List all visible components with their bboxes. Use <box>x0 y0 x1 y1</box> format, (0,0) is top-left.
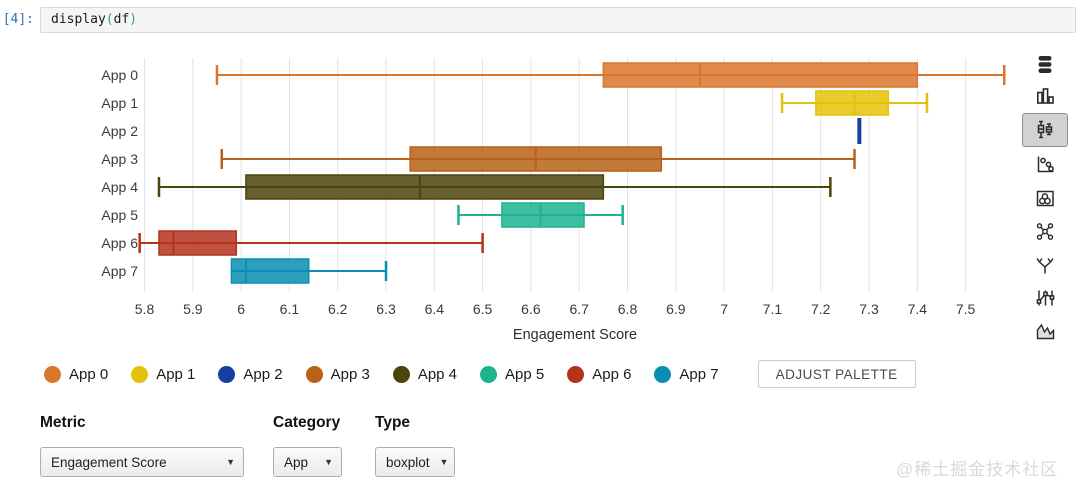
boxplot-app-6[interactable] <box>138 230 484 256</box>
legend-item-label: App 5 <box>505 365 545 383</box>
x-tick-label: 7.3 <box>859 301 879 317</box>
boxplot-app-5[interactable] <box>457 202 624 228</box>
legend-color-dot <box>218 365 236 383</box>
type-selected-value: boxplot <box>386 454 430 470</box>
x-tick-label: 5.9 <box>183 301 203 317</box>
x-tick-label: 6.7 <box>569 301 589 317</box>
line-chart-icon[interactable] <box>1022 314 1068 348</box>
legend-color-dot <box>567 365 585 383</box>
code-paren-close: ) <box>129 12 138 27</box>
legend-item-label: App 3 <box>330 365 370 383</box>
y-category-label: App 6 <box>101 235 138 251</box>
legend-item-app-3: App 3 <box>305 365 370 383</box>
metric-selected-value: Engagement Score <box>51 454 167 470</box>
boxplot-app-7[interactable] <box>230 258 388 284</box>
legend-item-app-2: App 2 <box>218 365 283 383</box>
legend-item-app-0: App 0 <box>44 365 109 383</box>
category-label: Category <box>273 414 341 431</box>
code-function: display <box>51 12 106 27</box>
legend-color-dot <box>480 365 498 383</box>
boxplot-app-2[interactable] <box>857 118 862 144</box>
code-argument: df <box>113 12 130 27</box>
notebook-cell: [4]: display(df) <box>0 7 1076 33</box>
boxplot-icon[interactable] <box>1022 113 1068 147</box>
type-label: Type <box>375 414 411 431</box>
x-tick-label: 6.9 <box>666 301 686 317</box>
caret-down-icon: ▼ <box>226 457 235 467</box>
legend-color-dot <box>392 365 410 383</box>
bar-chart-icon[interactable] <box>1022 79 1068 113</box>
x-tick-label: 7.1 <box>763 301 783 317</box>
category-selected-value: App <box>284 454 309 470</box>
boxplot-app-0[interactable] <box>215 62 1006 88</box>
x-tick-label: 6 <box>237 301 245 317</box>
code-cell-input[interactable]: display(df) <box>40 7 1076 33</box>
metric-select[interactable]: Engagement Score ▼ <box>40 447 244 477</box>
y-category-label: App 7 <box>101 263 138 279</box>
y-category-label: App 1 <box>101 95 138 111</box>
metric-label: Metric <box>40 414 86 431</box>
x-tick-label: 6.5 <box>473 301 493 317</box>
cell-prompt: [4]: <box>2 12 34 27</box>
y-category-label: App 2 <box>101 123 138 139</box>
legend-item-label: App 2 <box>243 365 283 383</box>
x-tick-label: 7.4 <box>908 301 928 317</box>
boxplot-app-1[interactable] <box>780 90 929 116</box>
legend-item-app-6: App 6 <box>567 365 632 383</box>
adjust-palette-button[interactable]: ADJUST PALETTE <box>757 360 916 388</box>
legend-color-dot <box>654 365 672 383</box>
y-category-label: App 0 <box>101 67 138 83</box>
caret-down-icon: ▼ <box>324 457 333 467</box>
caret-down-icon: ▼ <box>439 457 449 467</box>
legend-items: App 0 App 1 App 2 App 3 App 4 App 5 App 6 App 7 <box>44 365 742 383</box>
x-tick-label: 7.2 <box>811 301 831 317</box>
y-category-label: App 5 <box>101 207 138 223</box>
legend-item-label: App 4 <box>417 365 458 383</box>
legend-item-label: App 1 <box>156 365 196 383</box>
boxplot-app-3[interactable] <box>220 146 856 172</box>
x-tick-label: 6.8 <box>618 301 638 317</box>
x-tick-label: 6.4 <box>425 301 445 317</box>
network-icon[interactable] <box>1022 214 1068 248</box>
hexbin-icon[interactable] <box>1022 181 1068 215</box>
x-tick-label: 7.5 <box>956 301 976 317</box>
x-tick-label: 6.2 <box>328 301 348 317</box>
data-table-icon[interactable] <box>1022 48 1068 82</box>
y-category-label: App 3 <box>101 151 138 167</box>
type-select[interactable]: boxplot ▼ <box>375 447 455 477</box>
x-tick-label: 5.8 <box>135 301 155 317</box>
legend-color-dot <box>305 365 323 383</box>
legend-item-label: App 0 <box>69 365 109 383</box>
code-paren-open: ( <box>105 12 114 27</box>
legend-item-label: App 6 <box>592 365 632 383</box>
parallel-coordinates-icon[interactable] <box>1022 281 1068 315</box>
x-tick-label: 6.3 <box>376 301 396 317</box>
legend-item-app-5: App 5 <box>480 365 545 383</box>
category-select[interactable]: App ▼ <box>273 447 342 477</box>
hierarchy-icon[interactable] <box>1022 248 1068 282</box>
y-category-label: App 4 <box>101 179 138 195</box>
watermark: @稀土掘金技术社区 <box>896 460 1059 479</box>
boxplot-chart: 5.8 5.9 6 6.1 6.2 6.3 6.4 6.5 6.6 6.7 6.8 6.9 7 7.1 7.… <box>101 58 1006 343</box>
scatterplot-icon[interactable] <box>1022 147 1068 181</box>
legend-color-dot <box>131 365 149 383</box>
metric-control: Metric Engagement Score ▼ <box>40 414 244 477</box>
type-control: Type boxplot ▼ <box>375 414 455 477</box>
boxplot-app-4[interactable] <box>157 174 832 200</box>
category-control: Category App ▼ <box>273 414 342 477</box>
x-tick-label: 7 <box>720 301 728 317</box>
legend: App 0 App 1 App 2 App 3 App 4 App 5 App 6 App 7… <box>44 360 916 388</box>
legend-item-app-1: App 1 <box>131 365 196 383</box>
legend-item-app-4: App 4 <box>392 365 458 383</box>
legend-color-dot <box>44 365 61 383</box>
legend-item-label: App 7 <box>679 365 719 383</box>
x-tick-label: 6.6 <box>521 301 541 317</box>
x-axis-title: Engagement Score <box>513 327 637 343</box>
legend-item-app-7: App 7 <box>654 365 719 383</box>
x-tick-label: 6.1 <box>280 301 300 317</box>
